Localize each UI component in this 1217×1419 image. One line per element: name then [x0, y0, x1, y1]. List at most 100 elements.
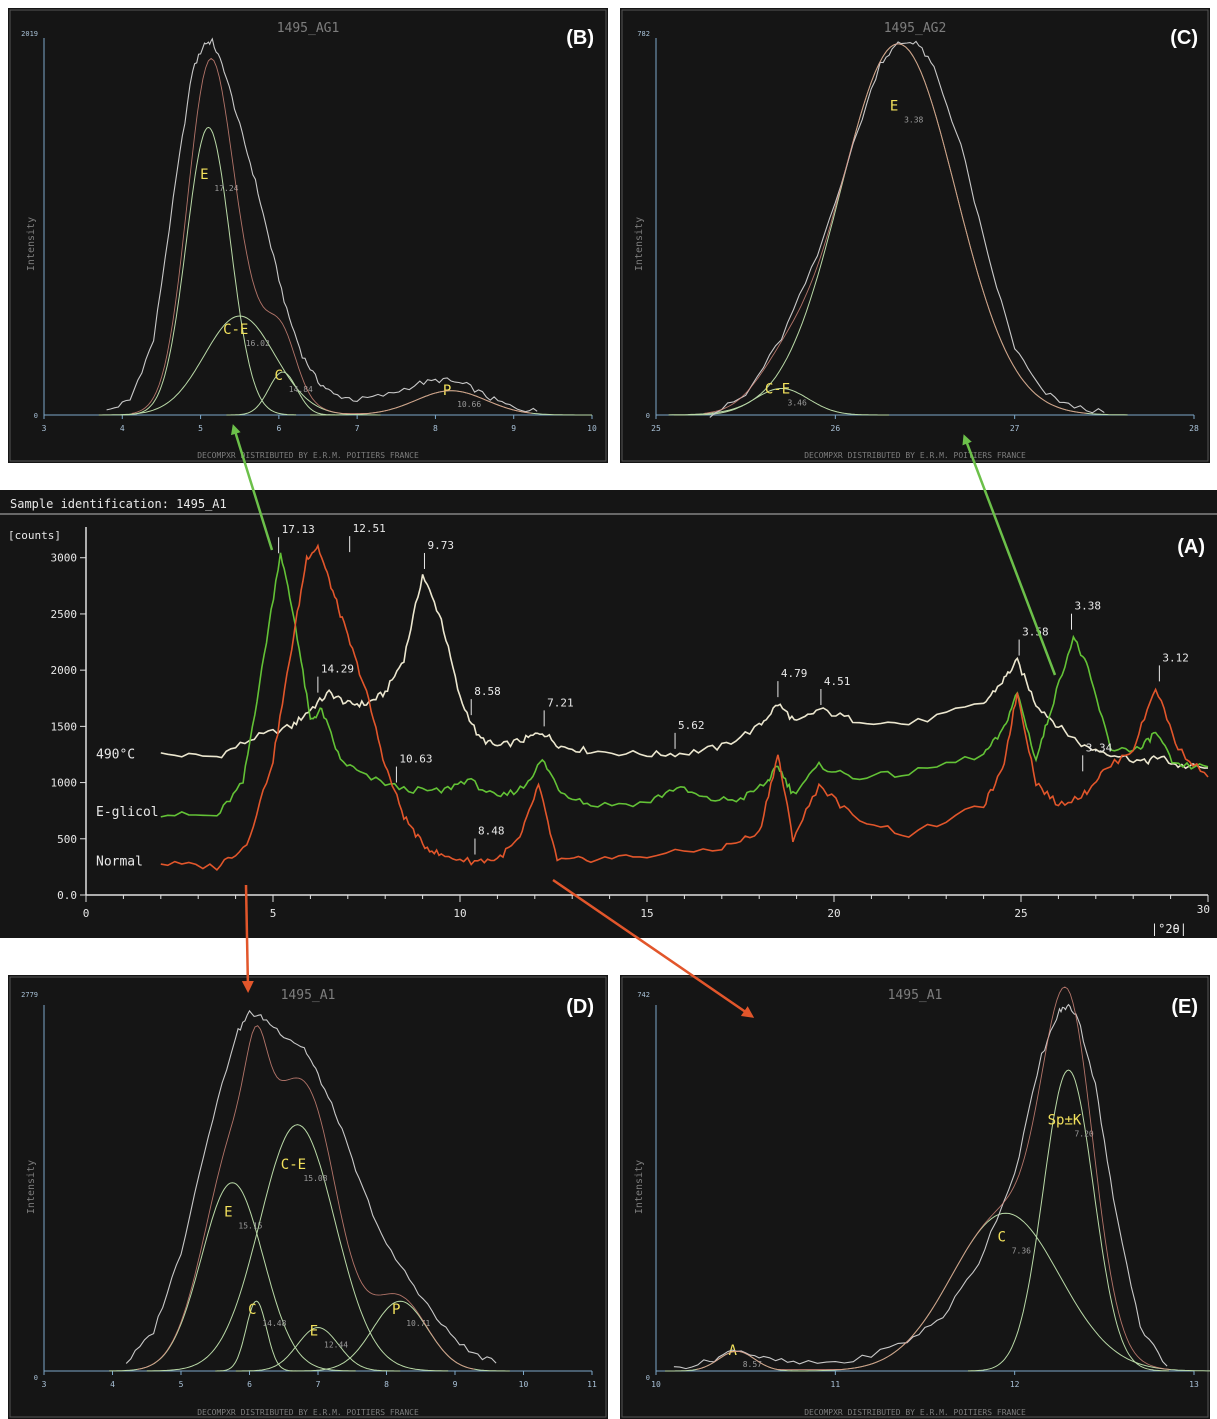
panel-d-component-curve-1 [146, 1124, 449, 1372]
panel-d-x-tick-label: 8 [384, 1380, 389, 1389]
panel-e-x-tick-label: 12 [1010, 1380, 1020, 1389]
panel-e-chart: 1495_A1 (E) Intensity 742 0 DECOMPXR DIS… [620, 975, 1210, 1419]
panel-e-ylabel: Intensity [634, 1160, 645, 1214]
panel-b-title: 1495_AG1 [277, 21, 340, 36]
panel-e-frame [621, 976, 1209, 1418]
panel-d-chart: 1495_A1 (D) Intensity 2779 0 DECOMPXR DI… [8, 975, 608, 1419]
panel-b-chart: 1495_AG1 (B) Intensity 2019 0 DECOMPXR D… [8, 8, 608, 463]
panel-d-x-tick-label: 10 [519, 1380, 529, 1389]
a-peak-label: 17.13 [282, 523, 315, 536]
panel-b-x-tick-label: 4 [120, 424, 125, 433]
a-peak-label: 3.12 [1162, 651, 1189, 664]
a-x-tick-label: 20 [827, 907, 840, 920]
panel-d-component-label: C-E [281, 1157, 306, 1173]
panel-b-component-label: C-E [223, 322, 248, 338]
panel-c-component-curve-1 [673, 388, 890, 416]
a-series-label: E-glicol [96, 805, 159, 820]
a-peak-label: 9.73 [427, 539, 454, 552]
panel-e-footer: DECOMPXR DISTRIBUTED BY E.R.M. POITIERS … [804, 1408, 1026, 1417]
panel-d-component-value: 10.71 [406, 1319, 430, 1328]
panel-a-title: Sample identification: 1495_A1 [10, 497, 227, 511]
panel-d-component-label: E [310, 1323, 318, 1339]
panel-b-svg: 1495_AG1 (B) Intensity 2019 0 DECOMPXR D… [9, 9, 607, 462]
a-x-tick-label: 5 [270, 907, 277, 920]
panel-b-label: (B) [566, 27, 594, 49]
panel-b-x-tick-label: 3 [42, 424, 47, 433]
panel-b-x-tick-label: 5 [198, 424, 203, 433]
panel-e-profile-line [673, 1003, 1168, 1370]
a-x-tick-label: 15 [640, 907, 653, 920]
panel-c-component-label: E [890, 99, 898, 115]
a-series-line-0 [160, 574, 1209, 770]
panel-e-component-value: 8.57 [743, 1360, 762, 1369]
panel-d-ylabel: Intensity [26, 1160, 37, 1214]
panel-e-x-tick-label: 10 [651, 1380, 661, 1389]
panel-d-component-value: 14.48 [262, 1319, 286, 1328]
panel-c-x-tick-label: 27 [1010, 424, 1020, 433]
panel-b-x-tick-label: 10 [587, 424, 597, 433]
a-peak-label: 5.62 [678, 719, 705, 732]
panel-d-ymax-label: 2779 [21, 991, 38, 999]
panel-c-ymin-label: 0 [646, 412, 650, 420]
panel-c-component-value: 3.46 [788, 398, 807, 407]
panel-d-x-tick-label: 11 [587, 1380, 597, 1389]
a-peak-label: 8.48 [478, 825, 505, 838]
panel-d-component-label: E [224, 1205, 232, 1221]
panel-c-x-tick-label: 25 [651, 424, 661, 433]
a-series-line-2 [160, 543, 1209, 872]
panel-c-label: (C) [1170, 27, 1198, 49]
panel-a-chart: Sample identification: 1495_A1 [counts] … [0, 490, 1217, 938]
panel-c-x-tick-label: 28 [1189, 424, 1199, 433]
panel-d-component-value: 15.15 [238, 1222, 262, 1231]
panel-d-fit-envelope [137, 1025, 475, 1370]
panel-c-plot: 25 26 27 28 E 3.38 C-E3.46 [651, 38, 1199, 433]
panel-b-fit-envelope [131, 57, 532, 414]
panel-c-ymax-label: 782 [637, 30, 650, 38]
panel-c-fit-envelope [704, 43, 1087, 414]
panel-d-plot: 3 4 5 6 7 8 9 10 11 E 15.15 C-E15.08 C 14.48 E 12.44 P 10… [42, 1005, 597, 1389]
panel-d-x-tick-label: 7 [316, 1380, 321, 1389]
panel-d-profile-line [125, 1009, 497, 1364]
a-y-tick-label: 1500 [51, 720, 78, 733]
panel-c-component-value: 3.38 [904, 116, 923, 125]
panel-c-ylabel: Intensity [634, 217, 645, 271]
panel-d-svg: 1495_A1 (D) Intensity 2779 0 DECOMPXR DI… [9, 976, 607, 1418]
panel-d-component-label: P [392, 1302, 400, 1318]
a-y-tick-label: 1000 [51, 777, 78, 790]
panel-e-component-value: 7.20 [1074, 1129, 1093, 1138]
a-peak-label: 3.38 [1074, 600, 1101, 613]
a-y-tick-label: 2000 [51, 664, 78, 677]
panel-e-ymax-label: 742 [637, 991, 650, 999]
panel-b-ylabel: Intensity [26, 217, 37, 271]
panel-d-x-tick-label: 3 [42, 1380, 47, 1389]
a-peak-label: 3.34 [1086, 741, 1113, 754]
a-y-tick-label: 2500 [51, 608, 78, 621]
panel-b-component-value: 16.02 [246, 339, 270, 348]
panel-c-profile-line [709, 40, 1105, 418]
panel-b-component-label: C [275, 368, 283, 384]
panel-d-component-curve-3 [235, 1326, 401, 1372]
panel-c-frame [621, 9, 1209, 462]
a-peak-label: 14.29 [321, 663, 354, 676]
panel-b-frame [9, 9, 607, 462]
a-peak-label: 7.21 [547, 696, 574, 709]
panel-b-profile-line [106, 37, 538, 413]
panel-a-svg: Sample identification: 1495_A1 [counts] … [0, 497, 1217, 936]
panel-d-component-value: 12.44 [324, 1340, 348, 1349]
panel-b-component-curve-2 [226, 371, 340, 416]
panel-d-component-label: C [248, 1302, 256, 1318]
a-peak-label: 4.51 [824, 675, 851, 688]
a-series-label: 490°C [96, 747, 135, 762]
panel-e-component-label: Sp±K [1048, 1112, 1082, 1128]
panel-a-label: (A) [1177, 536, 1205, 558]
panel-d-x-tick-label: 5 [179, 1380, 184, 1389]
panel-d-frame [9, 976, 607, 1418]
panel-d-ymin-label: 0 [34, 1374, 38, 1382]
a-x-tick-label: 25 [1014, 907, 1027, 920]
a-series-label: Normal [96, 854, 143, 869]
a-y-tick-label: 0.0 [57, 889, 77, 902]
panel-e-fit-envelope [696, 986, 1170, 1370]
a-peak-label: 4.79 [781, 667, 808, 680]
